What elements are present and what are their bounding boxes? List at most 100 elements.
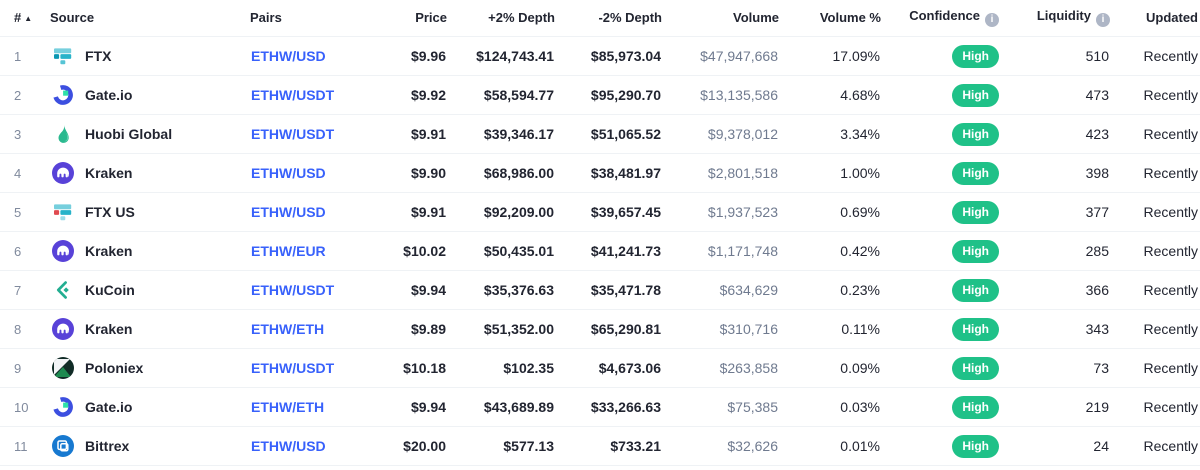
rank-value: 7 bbox=[14, 282, 22, 298]
price-cell: $9.92 bbox=[368, 75, 447, 115]
column-header-volume-pct[interactable]: Volume % bbox=[779, 0, 881, 37]
exchange-link[interactable]: Kraken bbox=[51, 239, 249, 263]
source-cell: Kraken bbox=[50, 309, 250, 349]
price-cell: $9.91 bbox=[368, 114, 447, 154]
exchange-link[interactable]: Kraken bbox=[51, 161, 249, 185]
pairs-cell: ETHW/USDT bbox=[250, 270, 368, 310]
pair-link[interactable]: ETHW/USDT bbox=[251, 126, 335, 142]
minus-depth-cell: $33,266.63 bbox=[555, 387, 662, 427]
updated-cell: Recently bbox=[1110, 231, 1200, 271]
rank-value: 4 bbox=[14, 165, 22, 181]
plus-depth-cell: $51,352.00 bbox=[447, 309, 555, 349]
confidence-badge: High bbox=[952, 122, 999, 146]
column-header-source[interactable]: Source bbox=[50, 0, 250, 37]
volume-cell: $1,937,523 bbox=[662, 192, 779, 232]
pair-link[interactable]: ETHW/USDT bbox=[251, 360, 335, 376]
exchange-link[interactable]: Bittrex bbox=[51, 434, 249, 458]
confidence-badge: High bbox=[952, 200, 999, 224]
pair-link[interactable]: ETHW/USD bbox=[251, 204, 326, 220]
source-cell: Huobi Global bbox=[50, 114, 250, 154]
liquidity-cell: 423 bbox=[1005, 114, 1110, 154]
exchange-link[interactable]: FTX US bbox=[51, 200, 249, 224]
rank-cell: 4 bbox=[0, 153, 50, 193]
column-header-rank[interactable]: # ▲ bbox=[0, 0, 50, 37]
column-header-updated[interactable]: Updated bbox=[1110, 0, 1200, 37]
pair-link[interactable]: ETHW/USD bbox=[251, 48, 326, 64]
volume-cell: $263,858 bbox=[662, 348, 779, 388]
volume-cell: $32,626 bbox=[662, 426, 779, 466]
updated-cell: Recently bbox=[1110, 114, 1200, 154]
price-cell: $20.00 bbox=[368, 426, 447, 466]
pairs-cell: ETHW/ETH bbox=[250, 387, 368, 427]
column-header-minus-depth[interactable]: -2% Depth bbox=[555, 0, 662, 37]
rank-cell: 5 bbox=[0, 192, 50, 232]
column-header-confidence[interactable]: Confidence i bbox=[881, 0, 1005, 37]
exchange-link[interactable]: Gate.io bbox=[51, 83, 249, 107]
table-row: 9 Poloniex ETHW/USDT $10.18 $102.35 $4,6… bbox=[0, 348, 1200, 388]
kraken-exchange-icon bbox=[51, 161, 75, 185]
table-row: 1 FTX ETHW/USD $9.96 $124,743.41 $85,973… bbox=[0, 36, 1200, 76]
price-cell: $9.94 bbox=[368, 270, 447, 310]
sort-ascending-icon: ▲ bbox=[24, 14, 33, 23]
exchange-link[interactable]: KuCoin bbox=[51, 278, 249, 302]
rank-value: 2 bbox=[14, 87, 22, 103]
pairs-cell: ETHW/EUR bbox=[250, 231, 368, 271]
updated-cell: Recently bbox=[1110, 387, 1200, 427]
updated-cell: Recently bbox=[1110, 309, 1200, 349]
exchange-link[interactable]: FTX bbox=[51, 44, 249, 68]
exchange-name: Bittrex bbox=[85, 438, 130, 454]
volume-cell: $2,801,518 bbox=[662, 153, 779, 193]
rank-value: 3 bbox=[14, 126, 22, 142]
pair-link[interactable]: ETHW/USDT bbox=[251, 87, 335, 103]
column-header-plus-depth[interactable]: +2% Depth bbox=[447, 0, 555, 37]
table-row: 7 KuCoin ETHW/USDT $9.94 $35,376.63 $35,… bbox=[0, 270, 1200, 310]
liquidity-cell: 219 bbox=[1005, 387, 1110, 427]
info-icon[interactable]: i bbox=[1096, 13, 1110, 27]
header-row: # ▲ Source Pairs Price +2% Depth -2% Dept… bbox=[0, 0, 1200, 37]
confidence-badge: High bbox=[952, 278, 999, 302]
confidence-cell: High bbox=[881, 75, 1005, 115]
pair-link[interactable]: ETHW/USD bbox=[251, 438, 326, 454]
exchange-name: Gate.io bbox=[85, 87, 133, 103]
volume-cell: $1,171,748 bbox=[662, 231, 779, 271]
info-icon[interactable]: i bbox=[985, 13, 999, 27]
bittrex-exchange-icon bbox=[51, 434, 75, 458]
pair-link[interactable]: ETHW/USDT bbox=[251, 282, 335, 298]
exchange-link[interactable]: Huobi Global bbox=[51, 122, 249, 146]
exchange-link[interactable]: Kraken bbox=[51, 317, 249, 341]
poloniex-exchange-icon bbox=[51, 356, 75, 380]
source-cell: Gate.io bbox=[50, 387, 250, 427]
exchange-link[interactable]: Gate.io bbox=[51, 395, 249, 419]
rank-cell: 8 bbox=[0, 309, 50, 349]
volume-cell: $75,385 bbox=[662, 387, 779, 427]
exchange-name: KuCoin bbox=[85, 282, 135, 298]
pair-link[interactable]: ETHW/ETH bbox=[251, 399, 325, 415]
price-cell: $9.91 bbox=[368, 192, 447, 232]
table-row: 5 FTX US ETHW/USD $9.91 $92,209.00 $39,6… bbox=[0, 192, 1200, 232]
column-header-pairs[interactable]: Pairs bbox=[250, 0, 368, 37]
column-header-liquidity[interactable]: Liquidity i bbox=[1005, 0, 1110, 37]
liquidity-cell: 366 bbox=[1005, 270, 1110, 310]
kraken-exchange-icon bbox=[51, 239, 75, 263]
plus-depth-cell: $35,376.63 bbox=[447, 270, 555, 310]
pair-link[interactable]: ETHW/EUR bbox=[251, 243, 326, 259]
pair-link[interactable]: ETHW/ETH bbox=[251, 321, 325, 337]
rank-value: 5 bbox=[14, 204, 22, 220]
kucoin-exchange-icon bbox=[51, 278, 75, 302]
table-row: 10 Gate.io ETHW/ETH $9.94 $43,689.89 $33… bbox=[0, 387, 1200, 427]
confidence-cell: High bbox=[881, 270, 1005, 310]
pairs-cell: ETHW/USD bbox=[250, 36, 368, 76]
rank-cell: 7 bbox=[0, 270, 50, 310]
pair-link[interactable]: ETHW/USD bbox=[251, 165, 326, 181]
exchange-name: FTX US bbox=[85, 204, 135, 220]
updated-cell: Recently bbox=[1110, 192, 1200, 232]
minus-depth-cell: $65,290.81 bbox=[555, 309, 662, 349]
confidence-badge: High bbox=[952, 239, 999, 263]
column-header-price[interactable]: Price bbox=[368, 0, 447, 37]
liquidity-cell: 285 bbox=[1005, 231, 1110, 271]
exchange-link[interactable]: Poloniex bbox=[51, 356, 249, 380]
plus-depth-cell: $50,435.01 bbox=[447, 231, 555, 271]
column-header-volume[interactable]: Volume bbox=[662, 0, 779, 37]
plus-depth-cell: $102.35 bbox=[447, 348, 555, 388]
